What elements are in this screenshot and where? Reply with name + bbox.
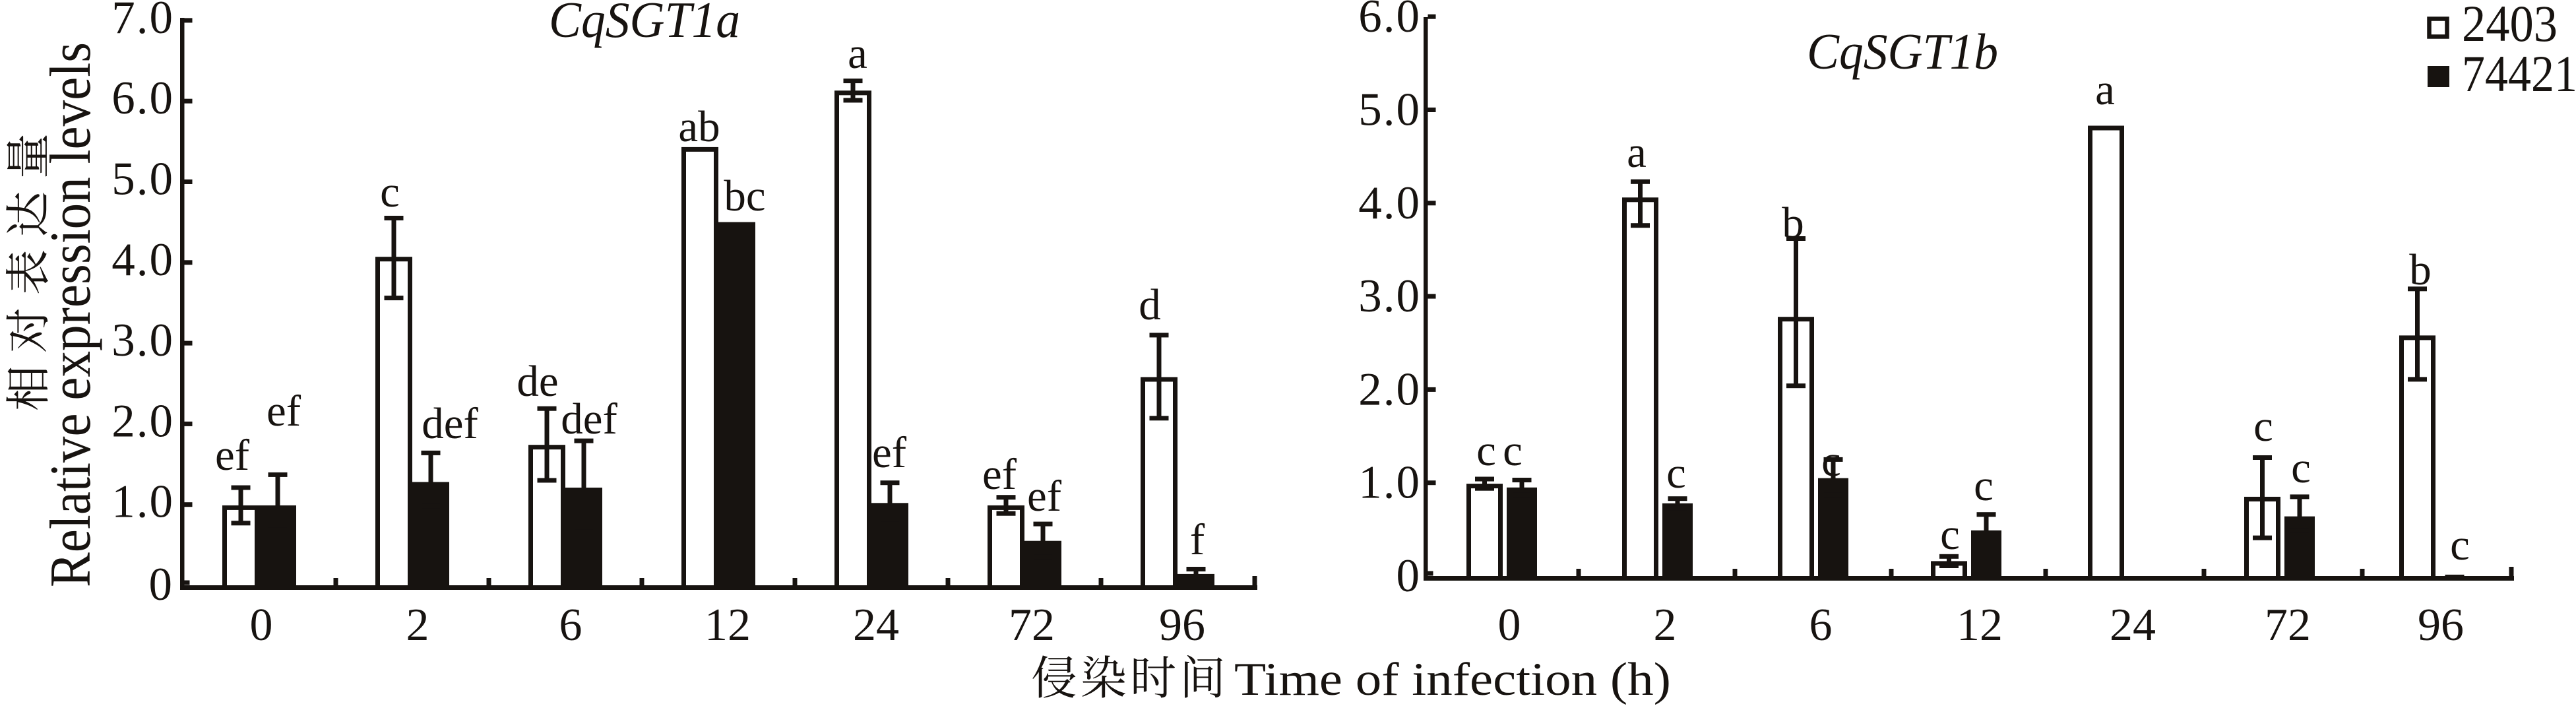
svg-text:0: 0 bbox=[1397, 550, 1420, 602]
svg-text:Relative expression levels: Relative expression levels bbox=[39, 42, 103, 587]
svg-text:4.0: 4.0 bbox=[111, 234, 174, 286]
svg-text:bc: bc bbox=[724, 172, 765, 220]
svg-text:d: d bbox=[1139, 280, 1161, 329]
svg-text:ab: ab bbox=[678, 102, 720, 151]
svg-text:6.0: 6.0 bbox=[1358, 0, 1421, 42]
svg-text:a: a bbox=[848, 29, 867, 78]
svg-text:c: c bbox=[1940, 510, 1960, 559]
svg-text:5.0: 5.0 bbox=[1358, 84, 1421, 136]
svg-text:3.0: 3.0 bbox=[111, 315, 174, 366]
svg-text:ef: ef bbox=[982, 450, 1017, 499]
svg-text:Time of infection (h): Time of infection (h) bbox=[1234, 654, 1671, 705]
svg-text:f: f bbox=[1190, 515, 1205, 564]
svg-text:ef: ef bbox=[872, 428, 907, 477]
svg-text:12: 12 bbox=[705, 600, 751, 651]
svg-text:5.0: 5.0 bbox=[111, 154, 174, 205]
svg-text:c: c bbox=[1476, 426, 1496, 475]
svg-text:2: 2 bbox=[1654, 600, 1677, 651]
svg-text:a: a bbox=[1627, 128, 1647, 177]
svg-text:c: c bbox=[2253, 402, 2273, 451]
svg-text:def: def bbox=[422, 399, 478, 448]
svg-text:72: 72 bbox=[2265, 600, 2311, 651]
svg-text:6: 6 bbox=[1809, 600, 1833, 651]
svg-text:0: 0 bbox=[250, 600, 273, 651]
svg-text:b: b bbox=[2409, 245, 2432, 294]
svg-text:c: c bbox=[1974, 461, 1994, 510]
svg-text:72: 72 bbox=[1009, 600, 1055, 651]
svg-text:2403: 2403 bbox=[2462, 0, 2558, 52]
svg-text:96: 96 bbox=[1159, 600, 1205, 651]
svg-text:24: 24 bbox=[2110, 600, 2156, 651]
svg-text:96: 96 bbox=[2418, 600, 2464, 651]
svg-text:2.0: 2.0 bbox=[1358, 364, 1421, 415]
svg-text:c: c bbox=[380, 168, 400, 216]
svg-text:c: c bbox=[1503, 426, 1523, 475]
svg-text:4.0: 4.0 bbox=[1358, 177, 1421, 229]
svg-text:c: c bbox=[2450, 521, 2470, 569]
svg-text:CqSGT1a: CqSGT1a bbox=[549, 0, 740, 48]
svg-text:de: de bbox=[517, 357, 558, 406]
svg-text:0: 0 bbox=[149, 559, 173, 610]
svg-text:b: b bbox=[1782, 199, 1804, 247]
svg-text:6.0: 6.0 bbox=[111, 73, 174, 124]
svg-text:c: c bbox=[2291, 443, 2311, 492]
svg-text:2: 2 bbox=[406, 600, 429, 651]
svg-text:2.0: 2.0 bbox=[111, 395, 174, 447]
svg-text:c: c bbox=[1666, 449, 1686, 498]
svg-text:ef: ef bbox=[215, 431, 250, 480]
svg-text:a: a bbox=[2095, 65, 2115, 114]
svg-text:def: def bbox=[561, 395, 617, 443]
svg-text:CqSGT1b: CqSGT1b bbox=[1807, 23, 1998, 80]
svg-text:1.0: 1.0 bbox=[1358, 457, 1421, 509]
svg-text:6: 6 bbox=[559, 600, 582, 651]
svg-text:ef: ef bbox=[1027, 472, 1062, 521]
svg-text:24: 24 bbox=[853, 600, 899, 651]
svg-text:1.0: 1.0 bbox=[111, 476, 174, 528]
svg-text:0: 0 bbox=[1498, 600, 1521, 651]
svg-text:74421: 74421 bbox=[2462, 45, 2576, 102]
svg-text:12: 12 bbox=[1957, 600, 2003, 651]
svg-text:c: c bbox=[1821, 437, 1841, 486]
svg-text:3.0: 3.0 bbox=[1358, 271, 1421, 322]
svg-text:ef: ef bbox=[267, 387, 301, 435]
svg-text:7.0: 7.0 bbox=[111, 0, 174, 44]
